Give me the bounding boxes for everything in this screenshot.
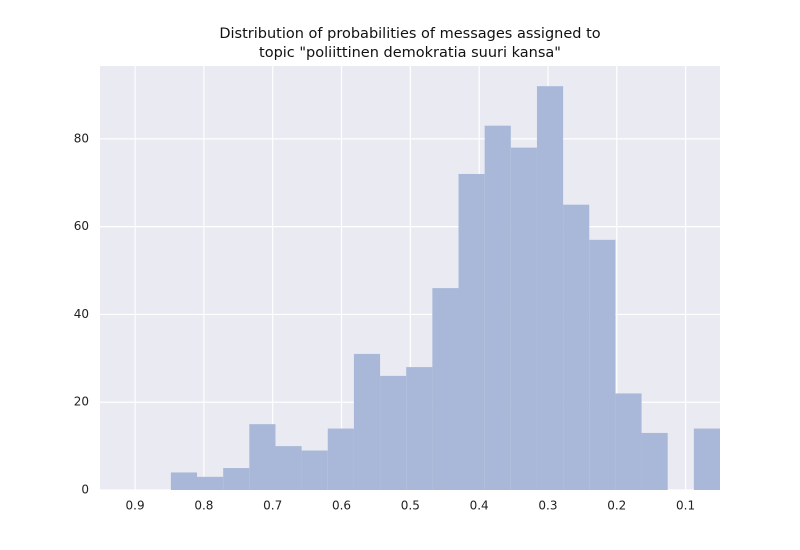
- y-tick-label: 20: [74, 395, 89, 409]
- bar: [589, 239, 616, 490]
- bar: [327, 428, 354, 490]
- x-tick-label: 0.1: [676, 499, 695, 513]
- bar: [641, 432, 668, 490]
- bar: [223, 468, 250, 490]
- chart-title: topic "poliittinen demokratia suuri kans…: [259, 45, 561, 61]
- bar: [380, 375, 407, 490]
- bar: [693, 428, 720, 490]
- x-tick-label: 0.6: [332, 499, 351, 513]
- x-tick-label: 0.2: [607, 499, 626, 513]
- bar: [170, 472, 198, 490]
- bar: [432, 288, 459, 490]
- bar: [275, 446, 302, 490]
- bar: [353, 353, 381, 490]
- x-tick-label: 0.7: [263, 499, 282, 513]
- x-tick-label: 0.5: [401, 499, 420, 513]
- bar: [197, 476, 224, 490]
- bar: [484, 125, 511, 491]
- bar: [301, 450, 328, 490]
- bar: [458, 173, 485, 490]
- bar: [536, 86, 564, 490]
- y-tick-label: 60: [74, 219, 89, 233]
- bars: [170, 86, 720, 491]
- y-tick-label: 0: [81, 483, 89, 497]
- bar: [563, 204, 590, 490]
- y-tick-label: 40: [74, 307, 89, 321]
- bar: [249, 424, 276, 490]
- x-tick-label: 0.9: [126, 499, 145, 513]
- y-tick-label: 80: [74, 131, 89, 145]
- bar: [406, 367, 433, 490]
- bar: [615, 393, 642, 490]
- x-tick-label: 0.4: [470, 499, 489, 513]
- chart-title: Distribution of probabilities of message…: [219, 26, 600, 42]
- bar: [510, 147, 537, 490]
- x-tick-label: 0.8: [194, 499, 213, 513]
- x-tick-label: 0.3: [538, 499, 557, 513]
